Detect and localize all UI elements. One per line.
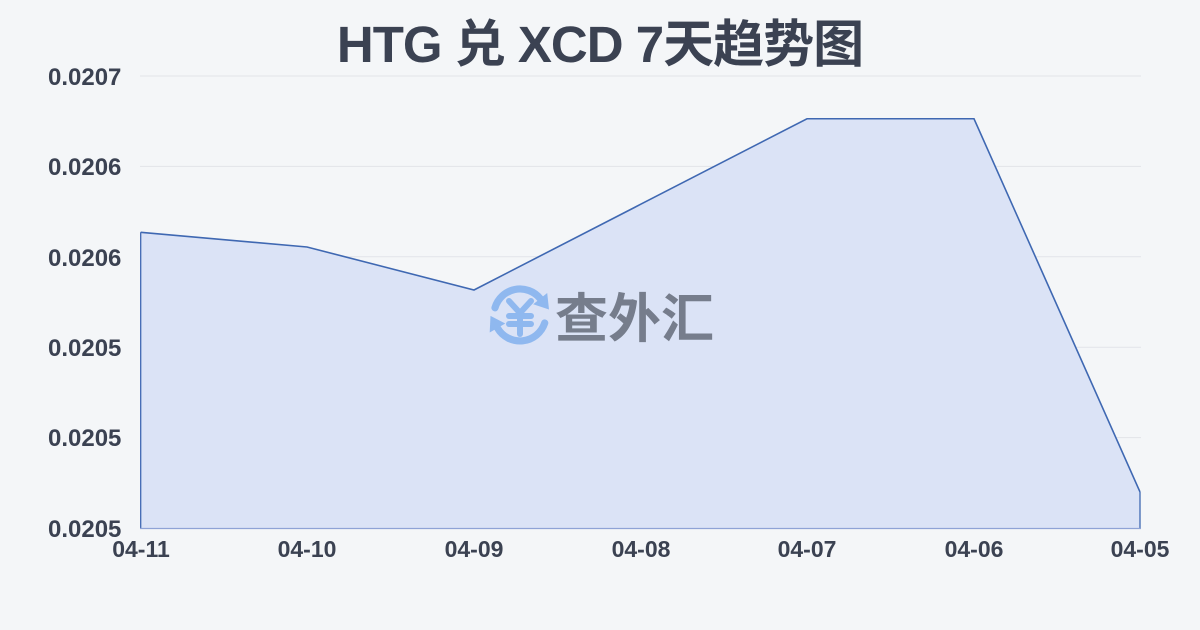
svg-text:查外汇: 查外汇 (555, 277, 714, 353)
